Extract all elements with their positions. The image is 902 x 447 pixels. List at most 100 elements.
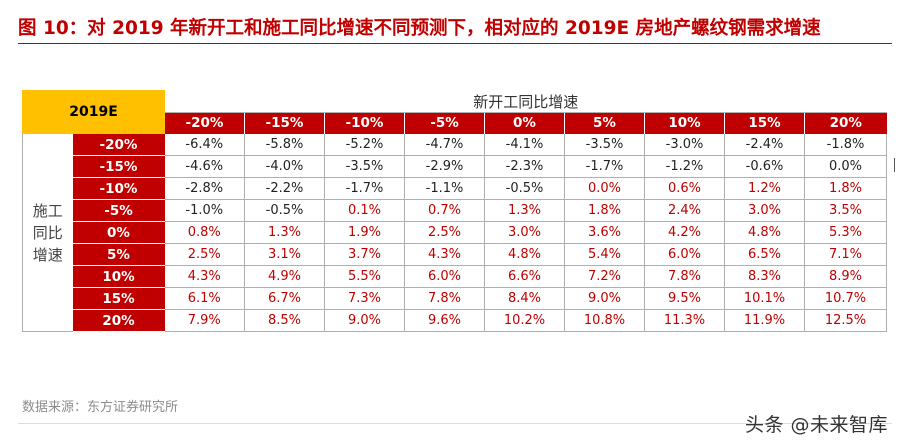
table-row: 10% 4.3% 4.9% 5.5% 6.0% 6.6% 7.2% 7.8% 8.3% 8.9% bbox=[23, 265, 887, 288]
col-header: -5% bbox=[404, 112, 485, 134]
table-cell: -1.0% bbox=[164, 199, 245, 222]
footer-divider bbox=[18, 423, 892, 424]
table-cell: 0.7% bbox=[404, 199, 485, 222]
table-cell: 3.0% bbox=[484, 221, 565, 244]
table-cell: 9.5% bbox=[644, 287, 725, 310]
table-cell: 8.5% bbox=[244, 309, 325, 332]
table-cell: 9.6% bbox=[404, 309, 485, 332]
table-cell: -1.7% bbox=[564, 155, 645, 178]
table-cell: -1.8% bbox=[804, 133, 887, 156]
table-cell: 2.5% bbox=[404, 221, 485, 244]
table-cell: -5.8% bbox=[244, 133, 325, 156]
table-cell: 8.4% bbox=[484, 287, 565, 310]
table-cell: -3.5% bbox=[324, 155, 405, 178]
table-row: 20% 7.9% 8.5% 9.0% 9.6% 10.2% 10.8% 11.3% 11.9% 1… bbox=[23, 309, 887, 332]
table-cell: 7.1% bbox=[804, 243, 887, 266]
table-cell: -0.5% bbox=[244, 199, 325, 222]
table-cell: 4.3% bbox=[404, 243, 485, 266]
table-cell: -0.5% bbox=[484, 177, 565, 200]
table-cell: 1.3% bbox=[484, 199, 565, 222]
row-header: -5% bbox=[72, 199, 165, 222]
table-cell: 0.1% bbox=[324, 199, 405, 222]
table-cell: 5.4% bbox=[564, 243, 645, 266]
row-header: 5% bbox=[72, 243, 165, 266]
table-cell: -3.0% bbox=[644, 133, 725, 156]
header-row-top: 2019E 新开工同比增速 bbox=[22, 90, 887, 134]
col-header: 5% bbox=[564, 112, 645, 134]
table-cell: -1.7% bbox=[324, 177, 405, 200]
table-cell: 10.7% bbox=[804, 287, 887, 310]
col-header: -20% bbox=[164, 112, 245, 134]
table-cell: 10.1% bbox=[724, 287, 805, 310]
table-cell: 7.8% bbox=[404, 287, 485, 310]
table-cell: 4.8% bbox=[484, 243, 565, 266]
table-cell: 2.5% bbox=[164, 243, 245, 266]
table-cell: -2.3% bbox=[484, 155, 565, 178]
table-row: 施工 同比 增速 -20% -6.4% -5.8% -5.2% -4.7% -4.1% -3.5%… bbox=[22, 133, 887, 332]
table-cell: 3.5% bbox=[804, 199, 887, 222]
table-cell: -1.2% bbox=[644, 155, 725, 178]
table-cell: 9.0% bbox=[564, 287, 645, 310]
table-cell: 10.2% bbox=[484, 309, 565, 332]
table-cell: 6.7% bbox=[244, 287, 325, 310]
table-cell: -6.4% bbox=[164, 133, 245, 156]
table-cell: 6.5% bbox=[724, 243, 805, 266]
table-cell: 7.9% bbox=[164, 309, 245, 332]
col-header: -15% bbox=[244, 112, 325, 134]
table-cell: 7.8% bbox=[644, 265, 725, 288]
table-cell: 10.8% bbox=[564, 309, 645, 332]
table-cell: 1.9% bbox=[324, 221, 405, 244]
row-header: 0% bbox=[72, 221, 165, 244]
table-cell: 3.6% bbox=[564, 221, 645, 244]
table-cell: 0.8% bbox=[164, 221, 245, 244]
col-header: 0% bbox=[484, 112, 565, 134]
table-cell: 0.0% bbox=[564, 177, 645, 200]
table-cell: 7.3% bbox=[324, 287, 405, 310]
table-cell: 4.2% bbox=[644, 221, 725, 244]
table-cell: -4.1% bbox=[484, 133, 565, 156]
table-cell: 11.9% bbox=[724, 309, 805, 332]
table-cell: -3.5% bbox=[564, 133, 645, 156]
table-cell: 2.4% bbox=[644, 199, 725, 222]
title-divider bbox=[18, 43, 892, 44]
table-cell: 4.8% bbox=[724, 221, 805, 244]
row-header: -20% bbox=[72, 133, 165, 156]
table-row: 0% 0.8% 1.3% 1.9% 2.5% 3.0% 3.6% 4.2% 4.8% 5.3% bbox=[23, 221, 887, 244]
col-header: 15% bbox=[724, 112, 805, 134]
table-row: -5% -1.0% -0.5% 0.1% 0.7% 1.3% 1.8% 2.4% 3.0% 3.5… bbox=[23, 199, 887, 222]
table-cell: 4.9% bbox=[244, 265, 325, 288]
table-cell: 6.6% bbox=[484, 265, 565, 288]
table-cell: 12.5% bbox=[804, 309, 887, 332]
row-header: 10% bbox=[72, 265, 165, 288]
table-row: -15% -4.6% -4.0% -3.5% -2.9% -2.3% -1.7% -1.2% -… bbox=[23, 155, 887, 178]
row-header: -10% bbox=[72, 177, 165, 200]
table-cell: 8.3% bbox=[724, 265, 805, 288]
table-cell: -2.4% bbox=[724, 133, 805, 156]
table-cell: 5.5% bbox=[324, 265, 405, 288]
table-cell: -2.8% bbox=[164, 177, 245, 200]
table-cell: -5.2% bbox=[324, 133, 405, 156]
table-cell: 3.7% bbox=[324, 243, 405, 266]
table-cell: -1.1% bbox=[404, 177, 485, 200]
table-cell: -2.9% bbox=[404, 155, 485, 178]
table-cell: -0.6% bbox=[724, 155, 805, 178]
table-cell: 6.0% bbox=[644, 243, 725, 266]
table-cell: 3.1% bbox=[244, 243, 325, 266]
header-row-columns: -20% -15% -10% -5% 0% 5% 10% 15% 20% bbox=[23, 112, 887, 134]
table-cell: 1.3% bbox=[244, 221, 325, 244]
row-header: 20% bbox=[72, 309, 165, 332]
table-cell: 0.0% bbox=[804, 155, 887, 178]
corner-label: 2019E bbox=[22, 90, 165, 134]
col-header: 20% bbox=[804, 112, 887, 134]
figure-title: 图 10：对 2019 年新开工和施工同比增速不同预测下，相对应的 2019E … bbox=[18, 18, 821, 39]
table-cell: 6.0% bbox=[404, 265, 485, 288]
row-axis-label: 施工 同比 增速 bbox=[22, 133, 73, 332]
table-cell: 7.2% bbox=[564, 265, 645, 288]
table-cell: -4.7% bbox=[404, 133, 485, 156]
table-cell: 0.6% bbox=[644, 177, 725, 200]
watermark-text: 头条 @未来智库 bbox=[744, 414, 888, 436]
source-note: 数据来源：东方证券研究所 bbox=[22, 400, 179, 415]
table-cell: 1.8% bbox=[804, 177, 887, 200]
table-cell: -4.6% bbox=[164, 155, 245, 178]
table-cell: 4.3% bbox=[164, 265, 245, 288]
